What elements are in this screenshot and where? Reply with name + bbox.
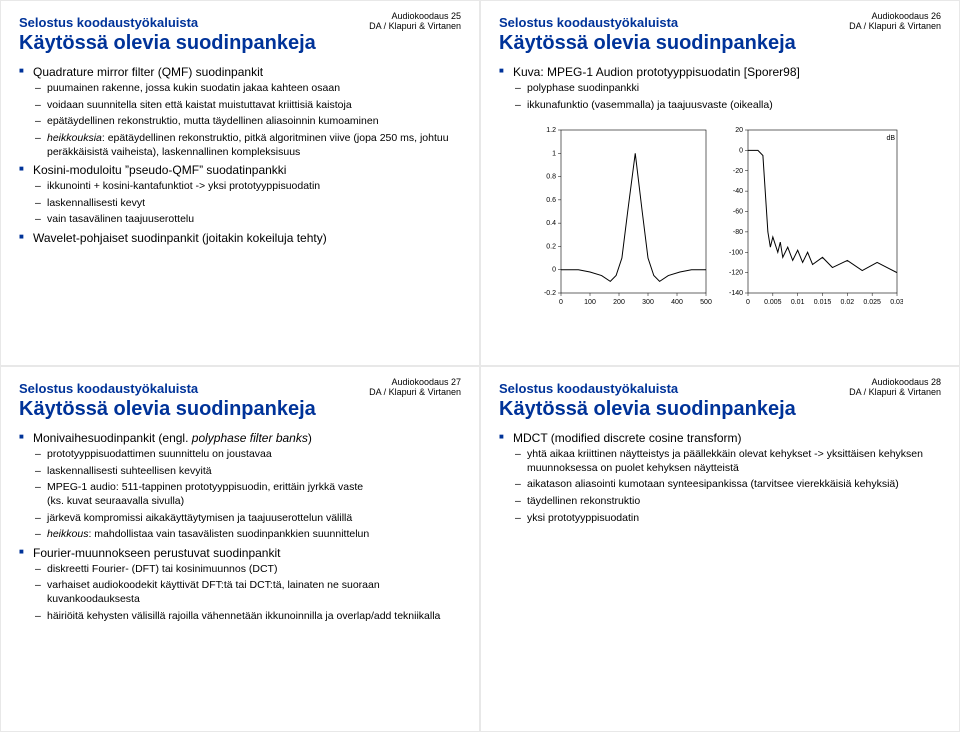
sub-item: heikkouksia: epätäydellinen rekonstrukti… (33, 132, 461, 159)
svg-text:-120: -120 (729, 270, 743, 277)
svg-text:0: 0 (552, 267, 556, 274)
svg-text:0: 0 (559, 299, 563, 306)
svg-text:500: 500 (700, 299, 712, 306)
sub-item: prototyyppisuodattimen suunnittelu on jo… (33, 448, 461, 462)
author: DA / Klapuri & Virtanen (849, 387, 941, 397)
course-num: Audiokoodaus 28 (871, 377, 941, 387)
sub-item: aikatason aliasointi kumotaan synteesipa… (513, 478, 941, 492)
slide-header-right: Audiokoodaus 25 DA / Klapuri & Virtanen (369, 11, 461, 31)
svg-text:100: 100 (584, 299, 596, 306)
svg-text:0.02: 0.02 (841, 299, 855, 306)
svg-text:0.025: 0.025 (863, 299, 881, 306)
bullet-list: Quadrature mirror filter (QMF) suodinpan… (19, 65, 461, 245)
sub-item: ikkunointi + kosini-kantafunktiot -> yks… (33, 180, 461, 194)
sub-item: yksi prototyyppisuodatin (513, 512, 941, 526)
svg-text:-0.2: -0.2 (544, 290, 556, 297)
sub-item: ikkunafunktio (vasemmalla) ja taajuusvas… (513, 99, 941, 113)
sub-item: heikkous: mahdollistaa vain tasavälisten… (33, 528, 461, 542)
sub-item: voidaan suunnitella siten että kaistat m… (33, 99, 461, 113)
slide-25: Audiokoodaus 25 DA / Klapuri & Virtanen … (0, 0, 480, 366)
svg-text:20: 20 (735, 127, 743, 134)
bullet-item: Kosini-moduloitu ”pseudo-QMF” suodatinpa… (19, 163, 461, 227)
slide-title: Käytössä olevia suodinpankeja (19, 32, 461, 55)
bullet-list: MDCT (modified discrete cosine transform… (499, 431, 941, 525)
sub-item: puumainen rakenne, jossa kukin suodatin … (33, 82, 461, 96)
svg-text:0.015: 0.015 (814, 299, 832, 306)
sub-item: häiriöitä kehysten välisillä rajoilla vä… (33, 610, 461, 624)
sub-item: MPEG-1 audio: 511-tappinen prototyyppisu… (33, 481, 461, 508)
bullet-item: Wavelet-pohjaiset suodinpankit (joitakin… (19, 231, 461, 245)
bullet-item: Kuva: MPEG-1 Audion prototyyppisuodatin … (499, 65, 941, 112)
sub-item: laskennallisesti suhteellisen kevyitä (33, 465, 461, 479)
sub-item: laskennallisesti kevyt (33, 197, 461, 211)
sub-item: polyphase suodinpankki (513, 82, 941, 96)
svg-text:-60: -60 (733, 209, 743, 216)
sub-item: yhtä aikaa kriittinen näytteistys ja pää… (513, 448, 941, 475)
bullet-item: MDCT (modified discrete cosine transform… (499, 431, 941, 525)
svg-text:0.8: 0.8 (546, 174, 556, 181)
svg-text:1.2: 1.2 (546, 127, 556, 134)
svg-text:-80: -80 (733, 229, 743, 236)
frequency-response-chart: 0 0.005 0.01 0.015 0.02 0.025 0.03 -140 -120 -100… (718, 124, 903, 309)
slide-27: Audiokoodaus 27 DA / Klapuri & Virtanen … (0, 366, 480, 732)
bullet-item: Fourier-muunnokseen perustuvat suodinpan… (19, 546, 461, 624)
svg-text:300: 300 (642, 299, 654, 306)
course-num: Audiokoodaus 27 (391, 377, 461, 387)
svg-text:0.005: 0.005 (764, 299, 782, 306)
svg-text:0.4: 0.4 (546, 220, 556, 227)
author: DA / Klapuri & Virtanen (369, 21, 461, 31)
sub-item: varhaiset audiokoodekit käyttivät DFT:tä… (33, 579, 461, 606)
svg-text:dB: dB (886, 135, 895, 142)
bullet-list: Kuva: MPEG-1 Audion prototyyppisuodatin … (499, 65, 941, 112)
course-num: Audiokoodaus 26 (871, 11, 941, 21)
window-function-chart: 0100200300400500-0.200.20.40.60.811.2 (537, 124, 712, 309)
slide-28: Audiokoodaus 28 DA / Klapuri & Virtanen … (480, 366, 960, 732)
bullet-item: Quadrature mirror filter (QMF) suodinpan… (19, 65, 461, 159)
author: DA / Klapuri & Virtanen (369, 387, 461, 397)
slide-26: Audiokoodaus 26 DA / Klapuri & Virtanen … (480, 0, 960, 366)
svg-text:0.6: 0.6 (546, 197, 556, 204)
slide-header-right: Audiokoodaus 28 DA / Klapuri & Virtanen (849, 377, 941, 397)
slide-title: Käytössä olevia suodinpankeja (499, 32, 941, 55)
sub-item: täydellinen rekonstruktio (513, 495, 941, 509)
svg-text:-20: -20 (733, 168, 743, 175)
svg-text:400: 400 (671, 299, 683, 306)
svg-text:200: 200 (613, 299, 625, 306)
course-num: Audiokoodaus 25 (391, 11, 461, 21)
sub-item: vain tasavälinen taajuuserottelu (33, 213, 461, 227)
bullet-list: Monivaihesuodinpankit (engl. polyphase f… (19, 431, 461, 623)
author: DA / Klapuri & Virtanen (849, 21, 941, 31)
svg-text:-140: -140 (729, 290, 743, 297)
svg-text:1: 1 (552, 151, 556, 158)
svg-text:0: 0 (746, 299, 750, 306)
slide-header-right: Audiokoodaus 27 DA / Klapuri & Virtanen (369, 377, 461, 397)
slide-title: Käytössä olevia suodinpankeja (499, 398, 941, 421)
sub-item: epätäydellinen rekonstruktio, mutta täyd… (33, 115, 461, 129)
slide-header-right: Audiokoodaus 26 DA / Klapuri & Virtanen (849, 11, 941, 31)
chart-row: 0100200300400500-0.200.20.40.60.811.2 00… (499, 116, 941, 309)
svg-text:0.03: 0.03 (890, 299, 903, 306)
svg-text:0.01: 0.01 (791, 299, 805, 306)
sub-item: järkevä kompromissi aikakäyttäytymisen j… (33, 512, 461, 526)
svg-text:0.2: 0.2 (546, 244, 556, 251)
slide-title: Käytössä olevia suodinpankeja (19, 398, 461, 421)
svg-text:-100: -100 (729, 250, 743, 257)
svg-text:0: 0 (739, 148, 743, 155)
svg-text:-40: -40 (733, 188, 743, 195)
sub-item: diskreetti Fourier- (DFT) tai kosinimuun… (33, 563, 461, 577)
bullet-item: Monivaihesuodinpankit (engl. polyphase f… (19, 431, 461, 542)
